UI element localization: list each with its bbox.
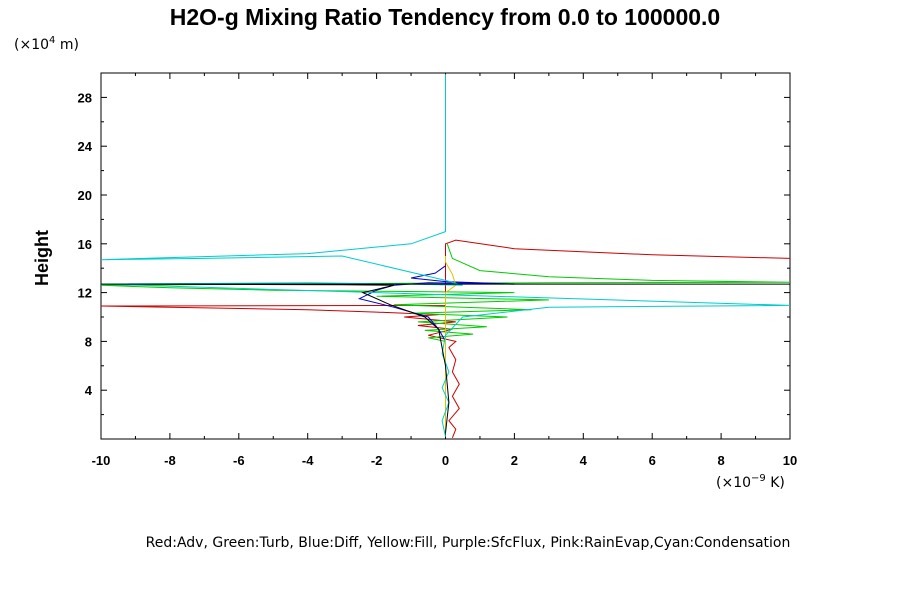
x-tick-label: 10 [783, 453, 797, 468]
x-tick-labels: -10 -8 -6 -4 -2 0 2 4 6 8 10 [92, 453, 798, 468]
y-tick-labels: 4 8 12 16 20 24 28 [78, 90, 93, 398]
x-unit-prefix: (×10 [716, 475, 751, 491]
y-tick-label: 8 [85, 334, 92, 349]
y-unit-prefix: (×10 [14, 37, 49, 53]
axis-ticks [100, 73, 791, 439]
x-tick-label: 6 [649, 453, 656, 468]
y-unit-exp: 4 [49, 35, 55, 46]
x-unit-exp: −9 [751, 473, 766, 484]
chart-title: H2O-g Mixing Ratio Tendency from 0.0 to … [170, 4, 720, 30]
series-line [100, 243, 791, 433]
x-tick-label: -8 [164, 453, 176, 468]
series-line [445, 256, 457, 433]
y-tick-label: 16 [78, 237, 92, 252]
series-line [100, 74, 791, 437]
x-tick-label: 0 [442, 453, 449, 468]
x-tick-label: -6 [233, 453, 245, 468]
y-tick-label: 20 [78, 188, 92, 203]
series-line [100, 283, 790, 433]
x-unit-suffix: K) [766, 475, 785, 491]
legend-text: Red:Adv, Green:Turb, Blue:Diff, Yellow:F… [146, 535, 791, 551]
y-tick-label: 12 [78, 286, 92, 301]
y-tick-label: 28 [78, 90, 92, 105]
y-tick-label: 24 [78, 139, 93, 154]
y-tick-label: 4 [85, 383, 93, 398]
x-tick-label: 8 [717, 453, 724, 468]
y-axis-label: Height [32, 230, 52, 286]
x-tick-label: -2 [371, 453, 383, 468]
y-unit-suffix: m) [55, 37, 79, 53]
x-unit-label: (×10−9 K) [716, 473, 785, 491]
x-tick-label: 4 [580, 453, 588, 468]
series-lines [100, 74, 791, 438]
x-tick-label: 2 [511, 453, 518, 468]
x-tick-label: -10 [92, 453, 111, 468]
x-tick-label: -4 [302, 453, 314, 468]
y-unit-label: (×104 m) [14, 35, 79, 53]
